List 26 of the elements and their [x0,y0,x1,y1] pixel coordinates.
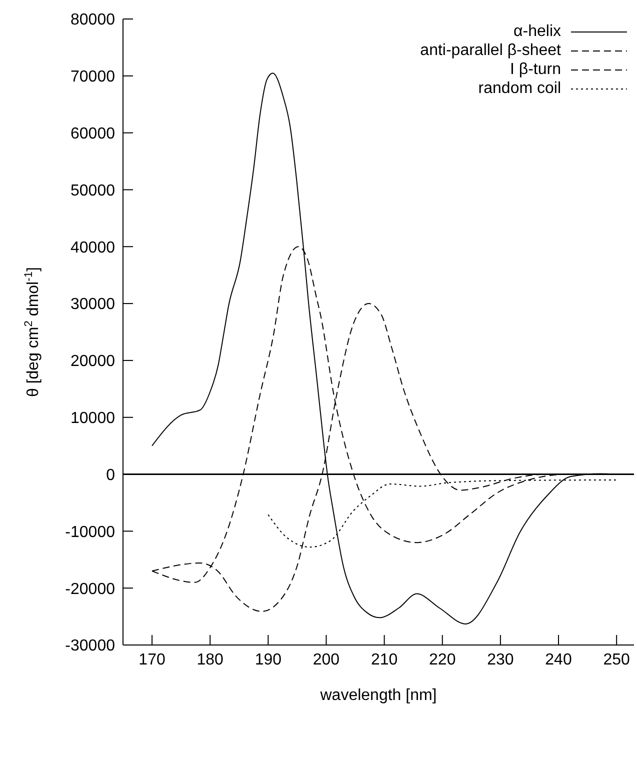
y-tick-label: 20000 [70,353,116,370]
y-tick-label: 10000 [70,410,116,428]
x-tick-label: 190 [254,651,282,668]
x-tick-label: 240 [545,651,572,668]
x-axis-title: wavelength [nm] [319,687,437,704]
legend-label: random coil [478,79,561,98]
x-tick-label: 200 [312,651,340,668]
x-tick-label: 170 [138,651,166,668]
y-tick-label: 30000 [70,296,116,314]
y-tick-label: 60000 [70,126,116,142]
y-tick-label: -10000 [65,524,116,541]
y-tick-label: 40000 [70,239,116,256]
legend-label: α-helix [514,22,561,41]
y-tick-label: 0 [106,466,116,484]
x-tick-label: 220 [429,651,456,668]
x-tick-label: 230 [487,651,514,668]
y-tick-label: -20000 [65,580,116,598]
y-tick-label: 80000 [70,12,116,29]
y-tick-label: 50000 [70,182,116,200]
x-tick-label: 210 [370,651,398,668]
legend-label: I β-turn [510,60,561,79]
y-tick-label: 70000 [70,68,116,86]
legend-label: anti-parallel β-sheet [420,41,561,60]
x-tick-label: 250 [603,651,630,668]
x-tick-label: 180 [196,651,224,668]
y-tick-label: -30000 [65,638,116,655]
